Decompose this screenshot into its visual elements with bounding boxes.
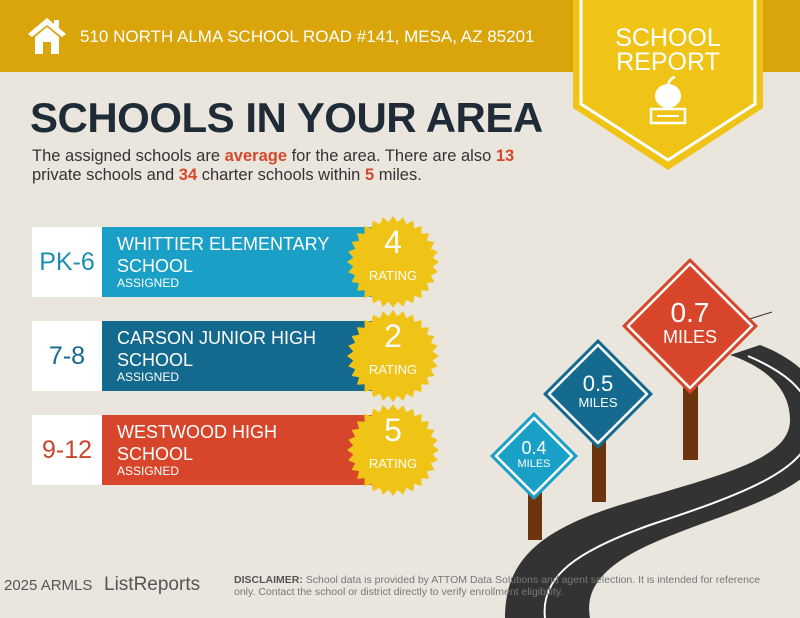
distance-sign [547,343,649,445]
distance-unit: MILES [578,395,618,411]
starburst-icon [347,404,439,496]
grade-range: 7-8 [32,321,102,391]
school-status: ASSIGNED [117,464,180,478]
distance-value: 0.4 [521,437,547,458]
apple-on-book-icon [649,75,687,125]
sign-post [683,380,698,460]
home-icon [28,18,66,54]
rating-seal: 5 RATING [347,404,439,496]
distance-sign [622,258,758,394]
rating-seal: 2 RATING [347,310,439,402]
property-address: 510 NORTH ALMA SCHOOL ROAD #141, MESA, A… [80,27,535,46]
school-report-badge [573,0,763,170]
grade-range: PK-6 [32,227,102,297]
sign-post [592,440,606,502]
listreports-logo: ListReports [104,574,201,595]
school-status: ASSIGNED [117,370,180,384]
intro-text: The assigned schools are average for the… [32,147,515,184]
distance-unit: MILES [662,327,718,348]
school-row: PK-6 WHITTIER ELEMENTARY SCHOOL ASSIGNED [32,227,372,297]
rating-word: average [224,147,288,165]
school-row: 7-8 CARSON JUNIOR HIGH SCHOOL ASSIGNED [32,321,372,391]
distance-sign [494,416,574,496]
badge-line-2: REPORT [616,48,720,76]
rating-label: RATING [368,456,418,471]
sign-post [528,490,542,540]
distance-sign [543,339,653,449]
distance-label: 0.5 MILES [558,373,638,411]
radius-miles: 5 [364,166,375,184]
school-name: WESTWOOD HIGH SCHOOL [117,422,277,464]
page-title: SCHOOLS IN YOUR AREA [30,94,543,141]
school-status: ASSIGNED [117,276,180,290]
school-bar: WESTWOOD HIGH SCHOOL ASSIGNED [102,415,372,485]
rating-value: 4 [384,224,402,260]
distance-label: 0.7 MILES [650,299,730,348]
grade-range: 9-12 [32,415,102,485]
rating-label: RATING [368,268,418,283]
distance-unit: MILES [517,457,551,470]
school-bar: WHITTIER ELEMENTARY SCHOOL ASSIGNED [102,227,372,297]
distance-label: 0.4 MILES [494,439,574,471]
distance-sign [490,412,578,500]
rating-seal: 4 RATING [347,216,439,308]
disclaimer: DISCLAIMER: School data is provided by A… [234,574,761,598]
private-count: 13 [495,147,515,165]
copyright: 2025 ARMLS [4,577,93,594]
rating-value: 2 [384,318,402,354]
distance-value: 0.5 [582,371,614,397]
starburst-icon [347,310,439,402]
badge-line-1: SCHOOL [615,24,721,52]
distance-value: 0.7 [670,297,710,329]
school-name: CARSON JUNIOR HIGH SCHOOL [117,328,317,370]
distance-sign [626,262,754,390]
badge-title: SCHOOL REPORT [573,24,763,76]
rating-label: RATING [368,362,418,377]
rating-value: 5 [384,412,402,448]
school-name: WHITTIER ELEMENTARY SCHOOL [117,234,330,276]
starburst-icon [347,216,439,308]
charter-count: 34 [178,166,198,184]
school-row: 9-12 WESTWOOD HIGH SCHOOL ASSIGNED [32,415,372,485]
school-bar: CARSON JUNIOR HIGH SCHOOL ASSIGNED [102,321,372,391]
